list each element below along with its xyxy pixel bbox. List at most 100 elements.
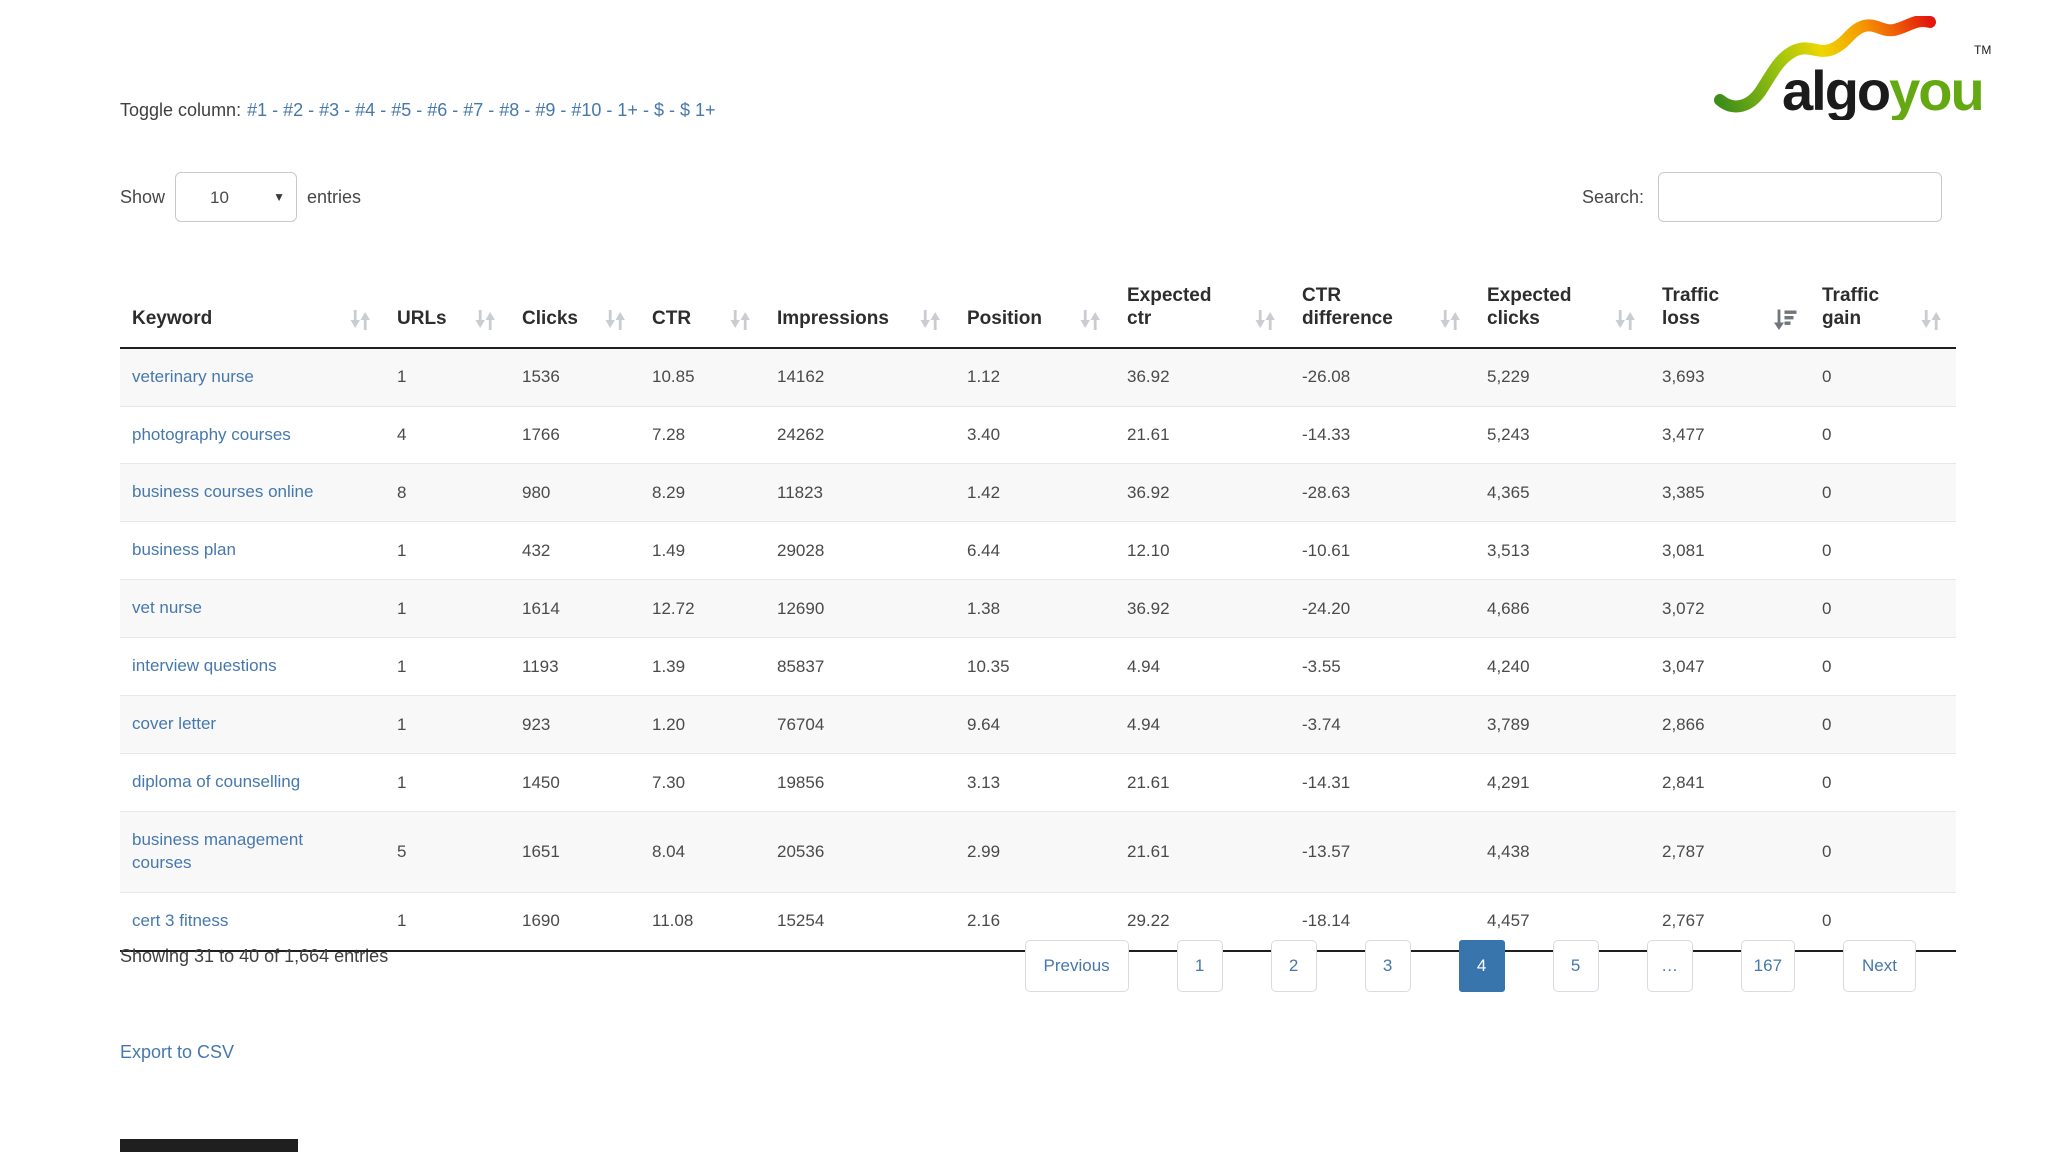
column-header-ctr[interactable]: CTR [640, 255, 765, 349]
toggle-link-separator: - [339, 100, 356, 120]
sort-toggle-icon[interactable] [1437, 307, 1463, 333]
column-header-label: Impressions [777, 307, 889, 329]
toggle-link-separator: - [411, 100, 428, 120]
show-entries-group: Show 10 ▼ entries [120, 172, 361, 222]
data-cell: 0 [1810, 637, 1956, 696]
pagination-page-2[interactable]: 2 [1270, 940, 1317, 992]
column-header-clicks[interactable]: Clicks [510, 255, 640, 349]
data-cell: 4,240 [1475, 637, 1650, 696]
data-cell: 1614 [510, 579, 640, 638]
data-cell: 12.72 [640, 579, 765, 638]
keyword-link[interactable]: business courses online [132, 482, 314, 502]
toggle-column-link[interactable]: 1+ [617, 100, 638, 120]
data-cell: -3.74 [1290, 695, 1475, 754]
show-entries-select[interactable]: 10 [175, 172, 298, 222]
data-cell: 1.49 [640, 521, 765, 580]
sort-toggle-icon[interactable] [347, 307, 373, 333]
export-to-csv-link[interactable]: Export to CSV [120, 1042, 235, 1062]
data-cell: 36.92 [1115, 579, 1290, 638]
pagination-next-button[interactable]: Next [1843, 940, 1916, 992]
data-cell: 1536 [522, 367, 560, 387]
table-body: veterinary nurse 1 1536 10.85 14162 1.12 36.92… [120, 347, 1956, 952]
keyword-link[interactable]: business management courses [132, 830, 304, 873]
sort-toggle-icon[interactable] [602, 307, 628, 333]
keyword-cell: business management courses [120, 811, 385, 893]
keyword-link[interactable]: diploma of counselling [132, 772, 301, 792]
search-input[interactable] [1658, 172, 1942, 222]
column-header-urls[interactable]: URLs [385, 255, 510, 349]
data-cell: 5,229 [1487, 367, 1530, 387]
keyword-link[interactable]: vet nurse [132, 598, 202, 618]
logo-text-you: you [1889, 59, 1983, 120]
sort-toggle-icon[interactable] [1918, 307, 1944, 333]
pagination-page-167[interactable]: 167 [1740, 940, 1796, 992]
keyword-link[interactable]: veterinary nurse [132, 366, 254, 386]
toggle-column-link[interactable]: #3 [319, 100, 340, 120]
pagination-previous-button[interactable]: Previous [1024, 940, 1129, 992]
toggle-column-link[interactable]: #7 [463, 100, 484, 120]
data-cell: 12690 [765, 579, 955, 638]
search-label: Search: [1581, 186, 1644, 207]
data-cell: 6.44 [955, 521, 1115, 580]
keyword-link[interactable]: cover letter [132, 714, 217, 734]
data-cell: 0 [1810, 405, 1956, 464]
keyword-link[interactable]: photography courses [132, 424, 291, 444]
data-cell: 1.39 [640, 637, 765, 696]
sort-descending-icon[interactable] [1772, 307, 1798, 333]
column-header-keyword[interactable]: Keyword [120, 255, 385, 349]
data-cell: 3,789 [1475, 695, 1650, 754]
table-row: diploma of counselling 1 1450 7.30 19856 3.13… [120, 753, 1956, 812]
column-header-expected-ctr[interactable]: Expected ctr [1115, 255, 1290, 349]
column-header-label: CTR difference [1302, 285, 1393, 329]
column-header-ctr-difference[interactable]: CTR difference [1290, 255, 1475, 349]
keyword-link[interactable]: interview questions [132, 656, 277, 676]
toggle-column-link[interactable]: #10 [571, 100, 602, 120]
sort-toggle-icon[interactable] [917, 307, 943, 333]
data-cell: 10.85 [652, 367, 695, 387]
toggle-column-link[interactable]: #5 [391, 100, 412, 120]
data-cell: 21.61 [1115, 753, 1290, 812]
column-header-expected-clicks[interactable]: Expected clicks [1475, 255, 1650, 349]
pagination-page-3[interactable]: 3 [1364, 940, 1411, 992]
toggle-column-link[interactable]: #2 [283, 100, 304, 120]
column-header-traffic-loss[interactable]: Traffic loss [1650, 255, 1810, 349]
data-cell: 432 [510, 521, 640, 580]
keyword-cell: vet nurse [120, 579, 385, 638]
data-cell: 2,866 [1650, 695, 1810, 754]
pagination-page-5[interactable]: 5 [1552, 940, 1599, 992]
pagination-page-1[interactable]: 1 [1176, 940, 1223, 992]
sort-toggle-icon[interactable] [1612, 307, 1638, 333]
column-header-traffic-gain[interactable]: Traffic gain [1810, 255, 1956, 349]
data-cell: 3,513 [1475, 521, 1650, 580]
data-cell: 19856 [765, 753, 955, 812]
data-cell: 4,291 [1475, 753, 1650, 812]
toggle-link-separator: - [483, 100, 500, 120]
pagination-page-4[interactable]: 4 [1458, 940, 1505, 992]
toggle-link-separator: - [637, 100, 654, 120]
toggle-column-link[interactable]: #6 [427, 100, 448, 120]
pagination-ellipsis[interactable]: … [1646, 940, 1693, 992]
sort-toggle-icon[interactable] [472, 307, 498, 333]
keyword-link[interactable]: cert 3 fitness [132, 910, 229, 930]
column-header-position[interactable]: Position [955, 255, 1115, 349]
sort-toggle-icon[interactable] [727, 307, 753, 333]
data-cell: 36.92 [1127, 367, 1170, 387]
toggle-column-link[interactable]: #8 [499, 100, 520, 120]
sort-toggle-icon[interactable] [1252, 307, 1278, 333]
bottom-edge-dark-bar [120, 1139, 298, 1152]
toggle-column-link[interactable]: $ [653, 100, 664, 120]
data-cell: 5,243 [1475, 405, 1650, 464]
keyword-link[interactable]: business plan [132, 540, 236, 560]
toggle-column-link[interactable]: $ 1+ [679, 100, 716, 120]
toggle-column-link[interactable]: #9 [535, 100, 556, 120]
toggle-column-link[interactable]: #4 [355, 100, 376, 120]
data-cell: 8.04 [640, 811, 765, 893]
data-cell: 21.61 [1115, 811, 1290, 893]
column-header-impressions[interactable]: Impressions [765, 255, 955, 349]
data-cell: 4,438 [1475, 811, 1650, 893]
algoyou-logo: algoyou TM [1712, 15, 1992, 122]
toggle-column-link[interactable]: #1 [247, 100, 268, 120]
toggle-link-separator: - [601, 100, 618, 120]
sort-toggle-icon[interactable] [1077, 307, 1103, 333]
